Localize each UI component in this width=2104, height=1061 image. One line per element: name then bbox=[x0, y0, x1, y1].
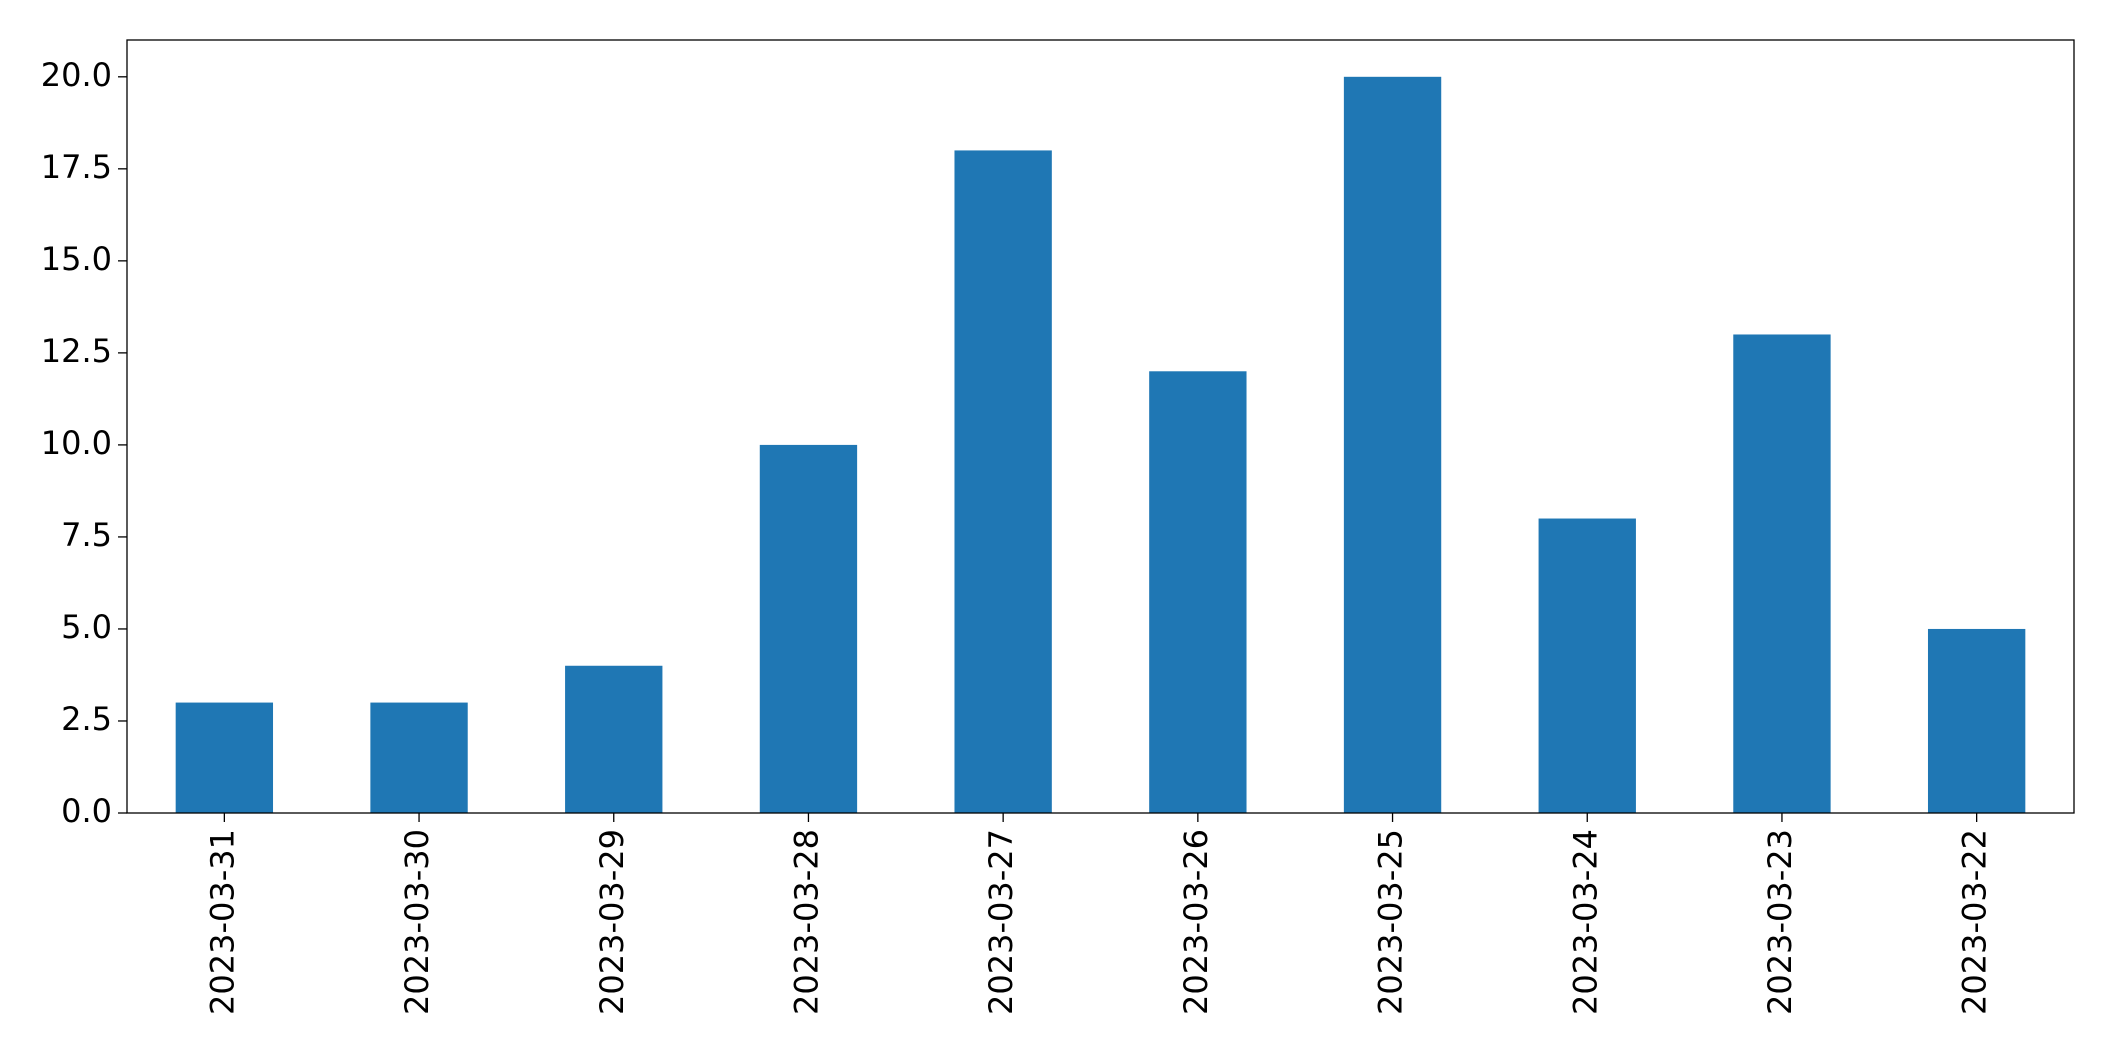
y-tick-label: 20.0 bbox=[41, 56, 112, 94]
y-tick-label: 17.5 bbox=[41, 148, 112, 186]
y-tick-label: 5.0 bbox=[61, 608, 112, 646]
y-tick-label: 15.0 bbox=[41, 240, 112, 278]
bar bbox=[370, 702, 468, 813]
x-tick-label: 2023-03-22 bbox=[1956, 829, 1994, 1015]
x-tick-label: 2023-03-26 bbox=[1177, 829, 1215, 1015]
bar bbox=[1927, 628, 2026, 813]
x-tick-label: 2023-03-29 bbox=[593, 829, 631, 1015]
bar bbox=[565, 665, 663, 813]
x-tick-label: 2023-03-27 bbox=[982, 829, 1020, 1015]
x-tick-label: 2023-03-25 bbox=[1372, 829, 1410, 1015]
bar bbox=[759, 444, 858, 813]
bar bbox=[1343, 76, 1442, 814]
bar bbox=[954, 150, 1052, 813]
plot-frame bbox=[126, 39, 2075, 814]
y-tick-label: 12.5 bbox=[41, 332, 112, 370]
bar bbox=[1733, 334, 1831, 813]
x-tick-label: 2023-03-28 bbox=[787, 829, 825, 1015]
x-tick-label: 2023-03-23 bbox=[1761, 829, 1799, 1015]
y-tick-label: 10.0 bbox=[41, 424, 112, 462]
y-tick-label: 0.0 bbox=[61, 792, 112, 830]
x-tick-label: 2023-03-24 bbox=[1566, 829, 1604, 1015]
y-tick-label: 7.5 bbox=[61, 516, 112, 554]
bar bbox=[1149, 371, 1247, 813]
bar bbox=[1538, 518, 1636, 813]
y-tick-label: 2.5 bbox=[61, 700, 112, 738]
bar bbox=[175, 702, 274, 813]
x-tick-label: 2023-03-31 bbox=[203, 829, 241, 1015]
x-tick-label: 2023-03-30 bbox=[398, 829, 436, 1015]
